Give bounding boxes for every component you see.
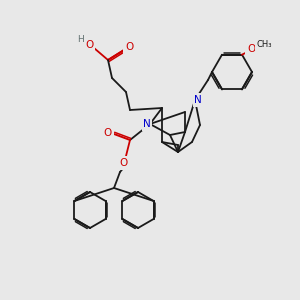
Text: O: O bbox=[120, 158, 128, 168]
Text: O: O bbox=[125, 42, 133, 52]
Text: O: O bbox=[247, 44, 255, 54]
Text: O: O bbox=[104, 128, 112, 138]
Text: N: N bbox=[143, 119, 151, 129]
Text: N: N bbox=[194, 95, 202, 105]
Text: O: O bbox=[85, 40, 93, 50]
Text: H: H bbox=[76, 35, 83, 44]
Text: CH₃: CH₃ bbox=[256, 40, 272, 49]
